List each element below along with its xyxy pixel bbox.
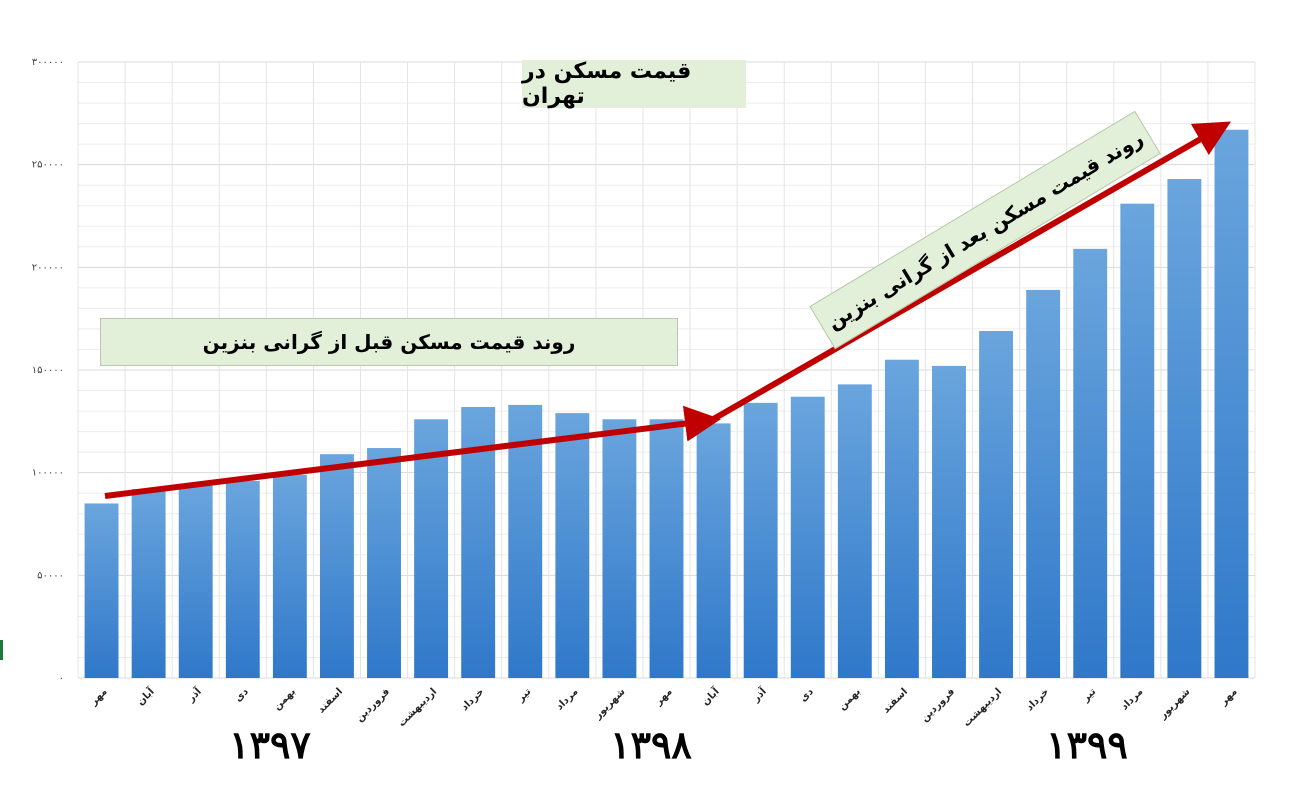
bar	[696, 423, 731, 678]
y-tick-label: ۲۵۰۰۰۰	[32, 160, 64, 171]
bar	[837, 384, 872, 678]
bar	[555, 413, 590, 678]
x-tick-label: فروردین	[919, 686, 957, 724]
trend-arrow-after	[708, 121, 1232, 424]
bar	[1120, 203, 1155, 678]
x-tick-label: بهمن	[272, 686, 298, 712]
x-tick-label: مهر	[88, 686, 110, 708]
left-edge-marker	[0, 640, 3, 660]
x-tick-label: فروردین	[354, 686, 392, 724]
year-label-1399: ۱۳۹۹	[1046, 722, 1128, 767]
y-tick-label: ۰	[59, 673, 64, 684]
x-tick-label: اسفند	[316, 686, 345, 715]
x-tick-label: شهریور	[1157, 686, 1193, 722]
y-tick-label: ۳۰۰۰۰۰	[32, 57, 64, 68]
bars	[84, 129, 1249, 679]
x-tick-label: دی	[233, 686, 251, 704]
x-tick-label: آبان	[699, 685, 722, 708]
x-tick-label: مرداد	[1119, 686, 1145, 712]
year-label-1398: ۱۳۹۸	[610, 722, 692, 767]
x-tick-label: آبان	[134, 685, 157, 708]
y-axis-ticks: ۰ ۵۰۰۰۰ ۱۰۰۰۰۰ ۱۵۰۰۰۰ ۲۰۰۰۰۰ ۲۵۰۰۰۰ ۳۰۰۰۰۰	[32, 57, 64, 684]
x-tick-label: مهر	[653, 686, 675, 708]
y-tick-label: ۱۰۰۰۰۰	[32, 468, 64, 479]
y-tick-label: ۱۵۰۰۰۰	[32, 365, 64, 376]
x-tick-label: اسفند	[881, 686, 910, 715]
bar	[1073, 248, 1108, 678]
bar	[272, 474, 307, 678]
bar	[319, 454, 354, 678]
x-tick-label: خرداد	[459, 686, 486, 713]
x-tick-label: آذر	[749, 685, 769, 705]
year-label-1397: ۱۳۹۷	[229, 722, 311, 767]
x-tick-label: دی	[798, 686, 816, 704]
y-tick-label: ۲۰۰۰۰۰	[32, 262, 64, 273]
bar	[790, 396, 825, 678]
x-tick-label: مهر	[1218, 686, 1240, 708]
x-tick-label: بهمن	[837, 686, 863, 712]
bar	[1026, 289, 1061, 678]
chart-title: قیمت مسکن در تهران	[522, 59, 746, 109]
bar	[1167, 179, 1202, 679]
x-tick-label: تیر	[515, 686, 534, 705]
bar	[743, 402, 778, 678]
x-tick-label: تیر	[1080, 686, 1099, 705]
bar	[178, 484, 213, 678]
bar	[508, 404, 543, 678]
bar	[602, 419, 637, 678]
annotation-trend-before: روند قیمت مسکن قبل از گرانی بنزین	[100, 318, 678, 366]
x-tick-label: آذر	[184, 685, 204, 705]
bar	[1214, 129, 1249, 678]
bar	[649, 419, 684, 678]
bar	[414, 419, 449, 678]
bar	[225, 480, 260, 678]
x-tick-label: خرداد	[1024, 686, 1051, 713]
bar	[932, 365, 966, 678]
trend-arrow-before	[104, 405, 721, 499]
x-tick-label: شهریور	[592, 686, 628, 722]
bar	[84, 503, 119, 678]
bar	[131, 489, 166, 678]
y-tick-label: ۵۰۰۰۰	[37, 570, 64, 581]
x-tick-label: اردیبهشت	[396, 686, 439, 729]
x-tick-label: مرداد	[554, 686, 580, 712]
bar	[884, 359, 919, 678]
bar	[367, 448, 401, 678]
x-tick-label: اردیبهشت	[961, 686, 1004, 729]
bar	[979, 330, 1014, 678]
